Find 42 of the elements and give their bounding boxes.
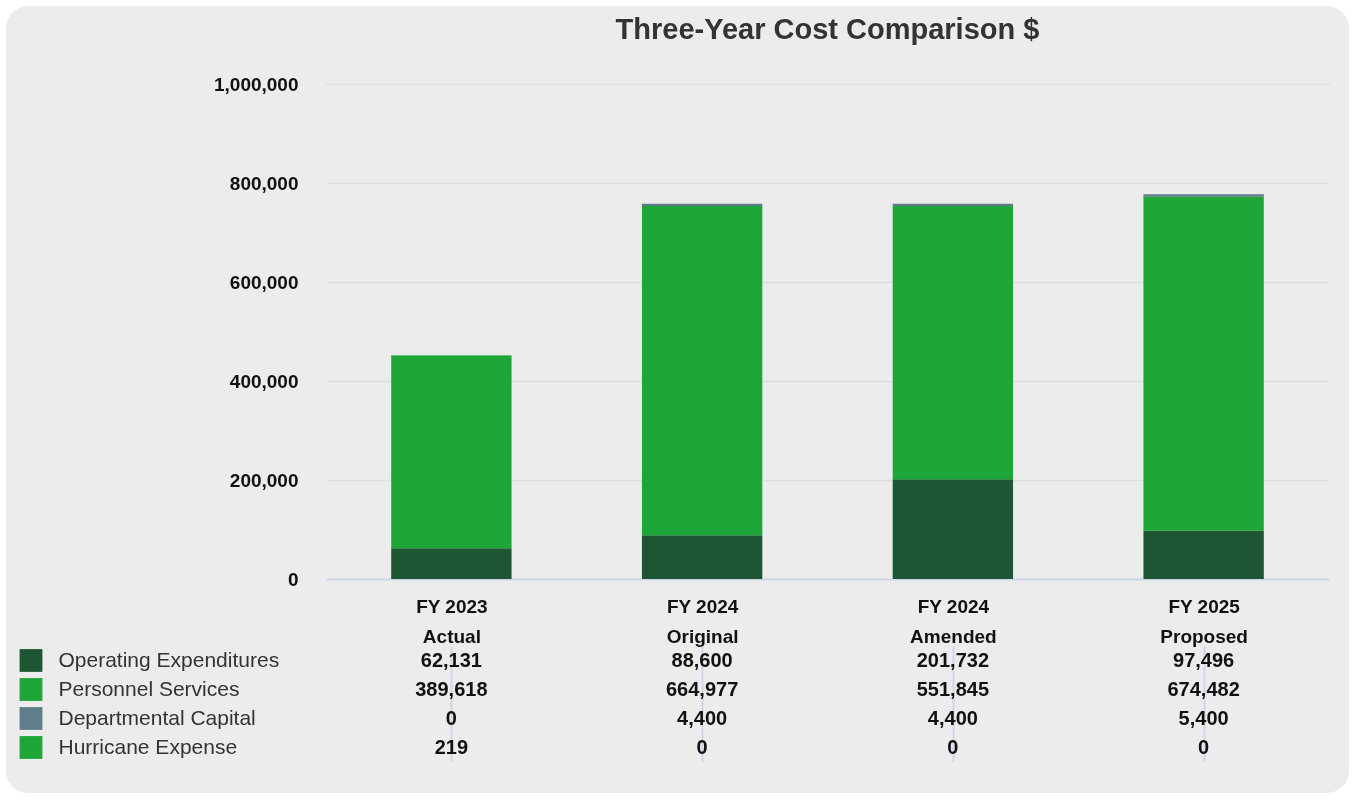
y-tick-label: 1,000,000	[213, 73, 299, 95]
data-label: 0	[947, 735, 959, 758]
bar	[391, 355, 512, 549]
bar	[641, 535, 763, 579]
x-tick-label: FY 2024 Original	[666, 595, 739, 647]
bar	[892, 203, 1014, 206]
bar	[1143, 530, 1264, 579]
data-label: 4,400	[927, 706, 978, 729]
data-label: 0	[1198, 735, 1210, 758]
data-label: 389,618	[415, 677, 488, 700]
bar	[641, 205, 763, 536]
legend-label: Departmental Capital	[58, 706, 256, 729]
legend-label: Personnel Services	[58, 677, 240, 700]
y-tick-label: 400,000	[229, 370, 299, 392]
data-label: 674,482	[1167, 677, 1240, 700]
data-label: 0	[696, 735, 708, 758]
data-label: 4,400	[677, 706, 728, 729]
bar	[1143, 196, 1264, 531]
data-label: 219	[434, 735, 469, 758]
bar	[1143, 194, 1264, 197]
y-tick-label: 800,000	[229, 172, 299, 194]
bar	[391, 548, 512, 579]
legend-label: Hurricane Expense	[58, 735, 238, 758]
data-label: 664,977	[665, 677, 739, 700]
data-label: 88,600	[671, 648, 733, 671]
chart-title: Three-Year Cost Comparison $	[615, 13, 1040, 45]
legend-label: Operating Expenditures	[58, 648, 280, 671]
bar	[641, 203, 763, 206]
data-label: 201,732	[916, 648, 990, 671]
data-label: 5,400	[1178, 706, 1229, 729]
y-tick-label: 0	[287, 568, 299, 590]
bar	[892, 205, 1014, 480]
bar	[892, 479, 1014, 579]
x-tick-label: FY 2023 Actual	[416, 595, 488, 647]
x-tick-label: FY 2025 Proposed	[1160, 595, 1248, 647]
y-tick-label: 200,000	[229, 469, 299, 491]
data-label: 0	[445, 706, 457, 729]
y-tick-label: 600,000	[229, 271, 299, 293]
data-label: 551,845	[916, 677, 990, 700]
data-label: 97,496	[1173, 648, 1235, 671]
data-label: 62,131	[420, 648, 482, 671]
x-tick-label: FY 2024 Amended	[910, 595, 997, 647]
